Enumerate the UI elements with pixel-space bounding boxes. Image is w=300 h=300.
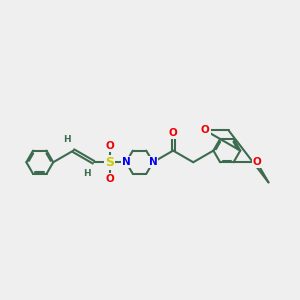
Text: O: O	[169, 128, 178, 138]
Text: O: O	[105, 141, 114, 151]
Text: O: O	[201, 125, 210, 136]
Text: O: O	[252, 157, 261, 167]
Text: H: H	[63, 135, 71, 144]
Text: O: O	[105, 173, 114, 184]
Text: S: S	[105, 156, 114, 169]
Text: H: H	[83, 169, 91, 178]
Text: N: N	[148, 157, 157, 167]
Text: N: N	[122, 157, 130, 167]
